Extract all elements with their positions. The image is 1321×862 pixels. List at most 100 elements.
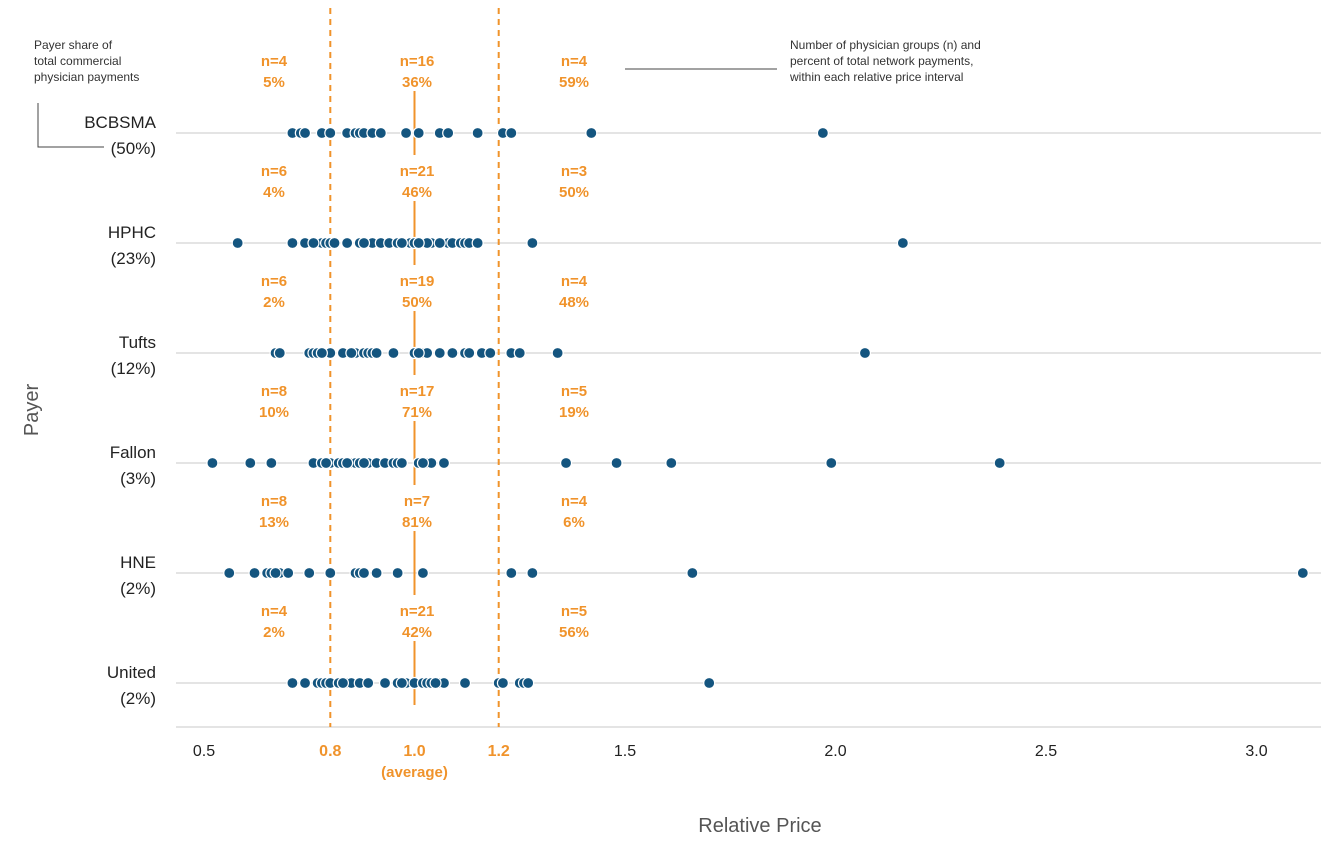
data-point — [471, 126, 484, 140]
data-point — [463, 346, 476, 360]
right-note-line: within each relative price interval — [789, 70, 963, 84]
data-point — [357, 236, 371, 250]
data-point — [345, 346, 358, 360]
data-point — [416, 566, 430, 580]
payer-name: HPHC — [108, 223, 156, 242]
interval-percent: 50% — [402, 294, 432, 311]
data-point — [378, 676, 392, 690]
data-point — [471, 236, 484, 250]
interval-percent: 50% — [559, 184, 589, 201]
left-note-line: Payer share of — [34, 38, 113, 52]
data-point — [206, 456, 219, 470]
interval-count: n=5 — [561, 383, 587, 400]
data-point — [319, 456, 333, 470]
data-point — [416, 456, 430, 470]
payer-name: BCBSMA — [84, 113, 156, 132]
data-point — [328, 236, 341, 250]
data-point — [273, 346, 286, 360]
interval-percent: 36% — [402, 74, 432, 91]
data-point — [341, 236, 354, 250]
interval-percent: 13% — [259, 514, 289, 531]
data-point — [551, 346, 564, 360]
payer-share: (2%) — [120, 689, 156, 708]
data-point — [265, 456, 278, 470]
payer-share: (50%) — [111, 139, 156, 158]
right-note-line: Number of physician groups (n) and — [790, 38, 981, 52]
data-point — [1296, 566, 1309, 580]
interval-percent: 71% — [402, 404, 432, 421]
data-point — [993, 456, 1006, 470]
payer-name: HNE — [120, 553, 156, 572]
x-tick-label: 1.0 — [403, 743, 425, 760]
interval-annotations: n=4 5% n=16 36% n=4 59% n=6 4% n=21 46% n=3 50% n=6 2… — [259, 53, 589, 641]
data-point — [433, 346, 446, 360]
data-point — [370, 566, 383, 580]
interval-percent: 2% — [263, 624, 285, 641]
left-note-connector — [37, 103, 104, 148]
x-tick-label: 1.2 — [488, 743, 510, 760]
payer-labels: BCBSMA (50%) HPHC (23%) Tufts (12%) Fallon (3%)… — [84, 113, 156, 708]
data-point — [412, 236, 425, 250]
data-point — [341, 456, 354, 470]
data-point — [610, 456, 623, 470]
interval-percent: 59% — [559, 74, 589, 91]
data-point — [399, 126, 413, 140]
interval-count: n=4 — [261, 603, 288, 620]
data-point — [433, 236, 446, 250]
data-point — [231, 236, 244, 250]
data-point — [458, 676, 472, 690]
data-point — [825, 456, 838, 470]
data-point — [303, 566, 316, 580]
interval-percent: 4% — [263, 184, 285, 201]
data-point — [370, 346, 383, 360]
data-point — [357, 566, 371, 580]
interval-count: n=8 — [261, 383, 287, 400]
left-note-line: physician payments — [34, 70, 139, 84]
data-point — [395, 236, 408, 250]
data-point — [248, 566, 261, 580]
data-point — [223, 566, 236, 580]
data-point — [816, 126, 829, 140]
x-tick-label: 1.5 — [614, 743, 636, 760]
data-point — [244, 456, 257, 470]
payer-share: (12%) — [111, 359, 156, 378]
x-axis: 0.5 0.8 1.0 1.2 1.5 2.0 2.5 3.0 (average) — [193, 743, 1268, 781]
interval-percent: 81% — [402, 514, 432, 531]
data-point — [513, 346, 526, 360]
data-point — [374, 126, 387, 140]
data-point — [526, 236, 539, 250]
data-point — [505, 126, 518, 140]
data-point — [298, 676, 312, 690]
payer-name: Fallon — [110, 443, 156, 462]
interval-percent: 56% — [559, 624, 589, 641]
x-tick-label: 3.0 — [1245, 743, 1267, 760]
data-point — [442, 126, 455, 140]
data-point — [324, 566, 337, 580]
interval-percent: 10% — [259, 404, 289, 421]
data-point — [703, 676, 716, 690]
data-point — [395, 456, 408, 470]
interval-count: n=17 — [400, 383, 435, 400]
interval-percent: 48% — [559, 294, 589, 311]
payer-gridlines — [176, 132, 1321, 728]
interval-count: n=4 — [561, 53, 588, 70]
average-sublabel: (average) — [381, 764, 448, 781]
data-point — [391, 566, 404, 580]
data-point — [496, 676, 510, 690]
x-tick-label: 0.5 — [193, 743, 215, 760]
data-point — [282, 566, 295, 580]
interval-percent: 5% — [263, 74, 285, 91]
interval-percent: 19% — [559, 404, 589, 421]
data-point — [526, 566, 539, 580]
data-point — [395, 676, 408, 690]
data-point — [429, 676, 442, 690]
data-point — [896, 236, 909, 250]
x-tick-label: 2.0 — [824, 743, 846, 760]
data-point — [665, 456, 678, 470]
interval-percent: 2% — [263, 294, 285, 311]
data-point — [336, 676, 350, 690]
data-point — [286, 676, 299, 690]
interval-count: n=21 — [400, 603, 435, 620]
interval-percent: 6% — [563, 514, 585, 531]
